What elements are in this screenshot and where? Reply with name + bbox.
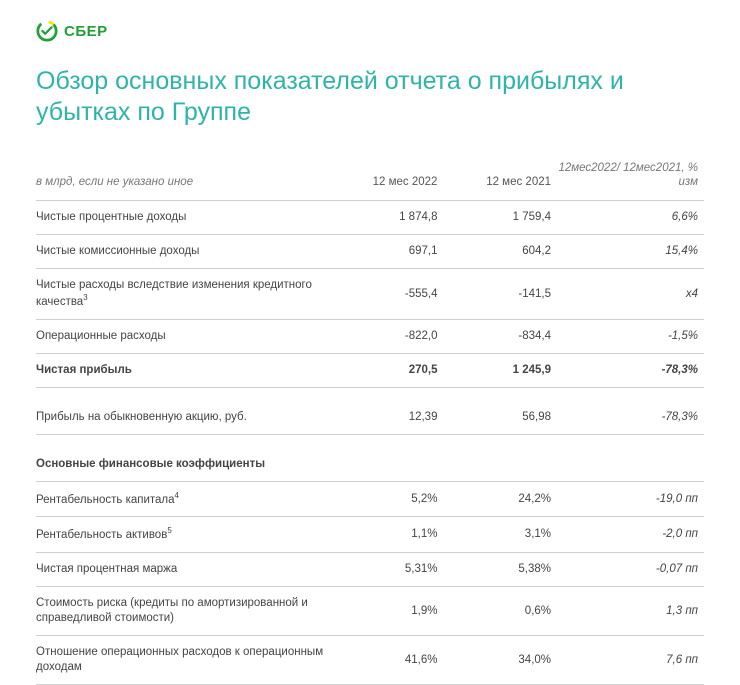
row-value: -0,07 пп [557,553,704,587]
sber-logo-icon [36,20,58,42]
table-row: Чистые процентные доходы1 874,81 759,46,… [36,201,704,235]
column-header-2021: 12 мес 2021 [443,153,557,201]
row-label: Рентабельность капитала4 [36,481,330,517]
row-value: -822,0 [330,319,444,353]
row-label: Прибыль на обыкновенную акцию, руб. [36,387,330,434]
row-value: 0,6% [443,587,557,636]
row-value: 15,4% [557,235,704,269]
row-value: 270,5 [330,353,444,387]
row-value: 1,3 пп [557,587,704,636]
row-value: 604,2 [443,235,557,269]
row-value: 41,6% [330,636,444,685]
row-value: х4 [557,269,704,320]
table-row: Прибыль на обыкновенную акцию, руб.12,39… [36,387,704,434]
row-value: 7,6 пп [557,636,704,685]
row-value: 24,2% [443,481,557,517]
ratio-row: Чистая процентная маржа5,31%5,38%-0,07 п… [36,553,704,587]
table-row: Операционные расходы-822,0-834,4-1,5% [36,319,704,353]
row-value: -78,3% [557,353,704,387]
section-header-row: Основные финансовые коэффициенты [36,434,704,481]
row-value: -1,5% [557,319,704,353]
row-value: 5,38% [443,553,557,587]
table-row: Чистая прибыль270,51 245,9-78,3% [36,353,704,387]
brand-logo: СБЕР [36,20,704,42]
row-value: 6,6% [557,201,704,235]
table-row: Чистые комиссионные доходы697,1604,215,4… [36,235,704,269]
row-label: Отношение операционных расходов к операц… [36,636,330,685]
row-value: 3,1% [443,517,557,553]
ratio-row: Стоимость риска (кредиты по амортизирова… [36,587,704,636]
row-label: Чистые комиссионные доходы [36,235,330,269]
row-value: 12,39 [330,387,444,434]
row-value: -141,5 [443,269,557,320]
column-header-change: 12мес2022/ 12мес2021, % изм [557,153,704,201]
row-value: 56,98 [443,387,557,434]
row-value: -78,3% [557,387,704,434]
table-row: Чистые расходы вследствие изменения кред… [36,269,704,320]
row-value: 1,1% [330,517,444,553]
row-label: Операционные расходы [36,319,330,353]
row-value: 5,31% [330,553,444,587]
row-value: 1 874,8 [330,201,444,235]
ratio-row: Рентабельность капитала45,2%24,2%-19,0 п… [36,481,704,517]
row-value: -555,4 [330,269,444,320]
row-label: Чистые процентные доходы [36,201,330,235]
row-label: Чистые расходы вследствие изменения кред… [36,269,330,320]
row-value: 697,1 [330,235,444,269]
financials-table: в млрд, если не указано иное 12 мес 2022… [36,153,704,685]
row-label: Чистая прибыль [36,353,330,387]
row-label: Чистая процентная маржа [36,553,330,587]
row-value: 1 759,4 [443,201,557,235]
table-header-row: в млрд, если не указано иное 12 мес 2022… [36,153,704,201]
ratio-row: Отношение операционных расходов к операц… [36,636,704,685]
row-value: -2,0 пп [557,517,704,553]
row-value: -19,0 пп [557,481,704,517]
table-body: Чистые процентные доходы1 874,81 759,46,… [36,201,704,685]
row-value: 1 245,9 [443,353,557,387]
row-value: 5,2% [330,481,444,517]
ratio-row: Рентабельность активов51,1%3,1%-2,0 пп [36,517,704,553]
unit-note: в млрд, если не указано иное [36,153,330,201]
row-value: 1,9% [330,587,444,636]
column-header-2022: 12 мес 2022 [330,153,444,201]
brand-name: СБЕР [64,23,108,40]
row-value: 34,0% [443,636,557,685]
section-title: Основные финансовые коэффициенты [36,434,704,481]
row-label: Рентабельность активов5 [36,517,330,553]
row-value: -834,4 [443,319,557,353]
page-title: Обзор основных показателей отчета о приб… [36,66,704,129]
row-label: Стоимость риска (кредиты по амортизирова… [36,587,330,636]
